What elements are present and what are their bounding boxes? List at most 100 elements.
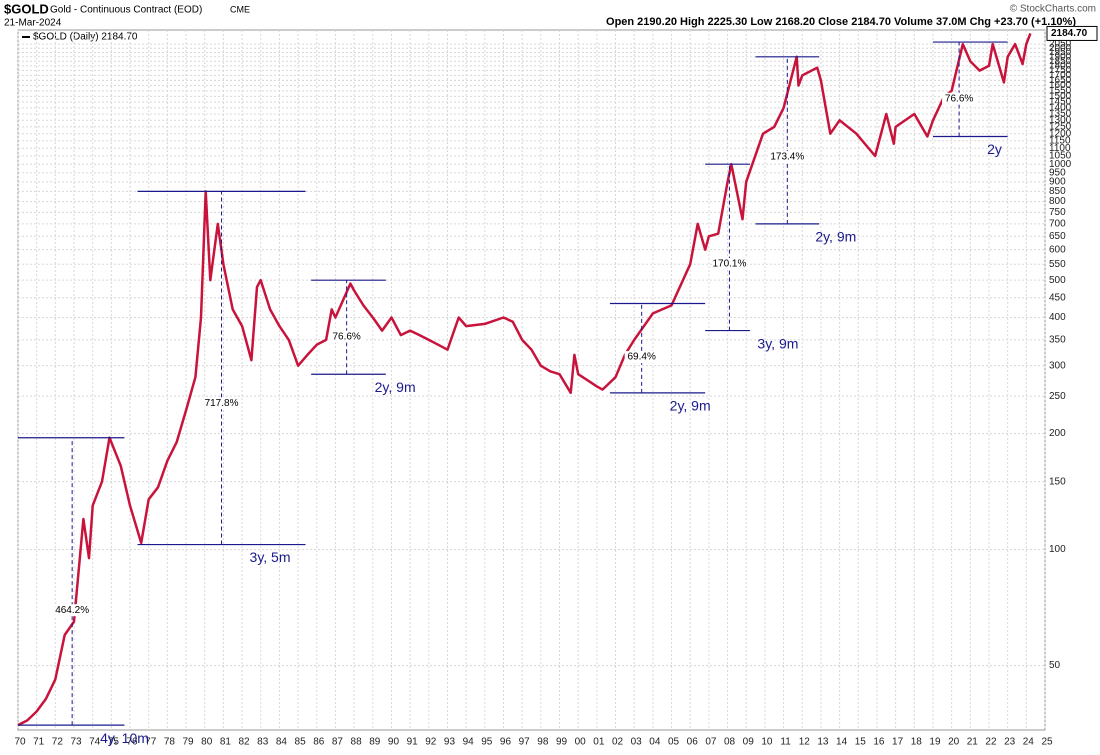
x-tick-label: 25 <box>1041 737 1053 748</box>
y-tick-label: 750 <box>1049 207 1066 218</box>
x-tick-label: 01 <box>593 737 605 748</box>
y-tick-label: 350 <box>1049 335 1066 346</box>
x-tick-label: 83 <box>257 737 269 748</box>
span-label: 3y, 9m <box>757 335 798 351</box>
y-tick-label: 450 <box>1049 292 1066 303</box>
span-label: 4y, 10m <box>100 730 149 746</box>
x-tick-label: 82 <box>239 737 251 748</box>
pct-label: 76.6% <box>945 93 973 104</box>
x-tick-label: 99 <box>556 737 568 748</box>
y-tick-label: 200 <box>1049 428 1066 439</box>
y-tick-label: 1750 <box>1049 65 1072 76</box>
instrument-name: Gold - Continuous Contract (EOD) <box>50 5 202 16</box>
pct-bg <box>712 258 747 271</box>
y-tick-label: 250 <box>1049 391 1066 402</box>
x-tick-label: 77 <box>145 737 157 748</box>
y-tick-label: 1400 <box>1049 103 1072 114</box>
y-tick-label: 1350 <box>1049 109 1072 120</box>
x-tick-label: 20 <box>948 737 960 748</box>
y-tick-label: 50 <box>1049 660 1061 671</box>
pct-label: 69.4% <box>627 352 655 363</box>
x-tick-label: 70 <box>14 737 26 748</box>
x-tick-label: 24 <box>1023 737 1035 748</box>
x-tick-label: 98 <box>537 737 549 748</box>
x-tick-label: 19 <box>929 737 941 748</box>
y-tick-label: 1700 <box>1049 70 1072 81</box>
x-tick-label: 22 <box>985 737 997 748</box>
y-tick-label: 700 <box>1049 219 1066 230</box>
y-tick-label: 1300 <box>1049 115 1072 126</box>
y-tick-label: 1200 <box>1049 128 1072 139</box>
span-label: 2y <box>987 141 1002 157</box>
copyright: © StockCharts.com <box>1010 4 1096 15</box>
x-tick-label: 93 <box>444 737 456 748</box>
x-tick-label: 07 <box>705 737 717 748</box>
x-tick-label: 08 <box>724 737 736 748</box>
x-tick-label: 86 <box>313 737 325 748</box>
x-tick-label: 03 <box>631 737 643 748</box>
y-tick-label: 1800 <box>1049 60 1072 71</box>
y-tick-label: 1650 <box>1049 75 1072 86</box>
y-tick-label: 1150 <box>1049 135 1071 146</box>
x-tick-label: 02 <box>612 737 624 748</box>
x-tick-label: 05 <box>668 737 680 748</box>
y-tick-label: 1100 <box>1049 143 1071 154</box>
y-tick-label: 300 <box>1049 360 1066 371</box>
pct-bg <box>55 604 90 617</box>
x-tick-label: 85 <box>295 737 307 748</box>
y-tick-label: 1850 <box>1049 56 1072 67</box>
date: 21-Mar-2024 <box>4 18 62 29</box>
x-tick-label: 14 <box>836 737 848 748</box>
x-tick-label: 00 <box>575 737 587 748</box>
last-price-tag <box>1046 25 1098 41</box>
x-tick-label: 23 <box>1004 737 1016 748</box>
x-tick-label: 92 <box>425 737 437 748</box>
span-label: 2y, 9m <box>375 379 416 395</box>
x-tick-label: 78 <box>164 737 176 748</box>
y-tick-label: 1000 <box>1049 159 1072 170</box>
pct-bg <box>204 397 239 410</box>
x-tick-label: 87 <box>332 737 344 748</box>
y-tick-label: 1900 <box>1049 51 1072 62</box>
y-tick-label: 650 <box>1049 231 1066 242</box>
x-tick-label: 13 <box>817 737 829 748</box>
span-label: 2y, 9m <box>670 398 711 414</box>
y-tick-label: 1600 <box>1049 80 1072 91</box>
x-tick-label: 04 <box>649 737 661 748</box>
x-tick-label: 71 <box>33 737 45 748</box>
y-tick-label: 550 <box>1049 259 1066 270</box>
y-tick-label: 1550 <box>1049 86 1072 97</box>
x-tick-label: 10 <box>761 737 773 748</box>
x-tick-label: 73 <box>70 737 82 748</box>
x-tick-label: 84 <box>276 737 288 748</box>
pct-label: 173.4% <box>770 152 804 163</box>
x-tick-label: 75 <box>108 737 120 748</box>
y-tick-label: 1050 <box>1049 151 1072 162</box>
pct-bg <box>329 330 364 343</box>
pct-bg <box>942 92 977 105</box>
last-price-label: 2184.70 <box>1051 28 1088 39</box>
y-tick-label: 950 <box>1049 167 1066 178</box>
y-tick-label: 800 <box>1049 196 1066 207</box>
x-tick-label: 88 <box>351 737 363 748</box>
legend-entry: $GOLD (Daily) 2184.70 <box>33 32 138 43</box>
span-label: 3y, 5m <box>250 549 291 565</box>
x-tick-label: 17 <box>892 737 904 748</box>
pct-label: 76.6% <box>332 331 360 342</box>
x-tick-label: 06 <box>687 737 699 748</box>
price-line <box>17 32 1032 727</box>
x-tick-label: 76 <box>126 737 138 748</box>
symbol: $GOLD <box>4 1 49 16</box>
x-tick-label: 72 <box>52 737 64 748</box>
x-tick-label: 12 <box>799 737 811 748</box>
pct-bg <box>624 351 659 364</box>
y-tick-label: 600 <box>1049 244 1066 255</box>
y-tick-label: 1950 <box>1049 47 1072 58</box>
y-tick-label: 100 <box>1049 544 1066 555</box>
x-tick-label: 16 <box>873 737 885 748</box>
x-tick-label: 09 <box>743 737 755 748</box>
x-tick-label: 21 <box>967 737 979 748</box>
pct-label: 464.2% <box>55 605 89 616</box>
y-tick-label: 1250 <box>1049 121 1072 132</box>
